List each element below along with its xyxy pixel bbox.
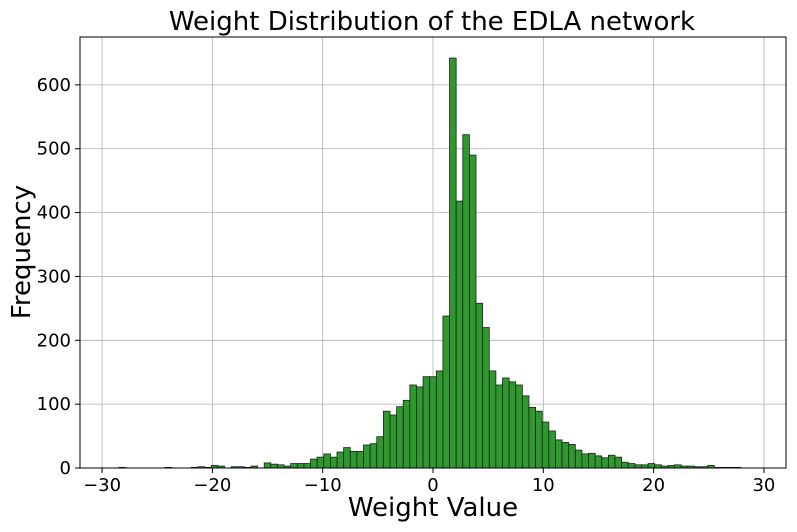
histogram-bar: [528, 406, 536, 469]
histogram-bar: [502, 377, 510, 469]
histogram-bar: [422, 376, 431, 469]
histogram-bar: [581, 453, 589, 469]
histogram-bar: [330, 456, 338, 469]
histogram-bar: [402, 399, 411, 469]
histogram-bar: [469, 154, 477, 469]
histogram-bar: [588, 452, 596, 469]
histogram-bar: [647, 463, 656, 469]
histogram-bar: [508, 381, 517, 469]
x-tick-label: −10: [304, 475, 342, 496]
histogram-bar: [548, 430, 556, 469]
histogram-bar: [614, 456, 623, 469]
x-tick-label: −30: [83, 475, 121, 496]
histogram-bar: [356, 450, 364, 469]
histogram-bar: [316, 456, 325, 469]
histogram-bar: [310, 458, 318, 469]
histogram-bar: [389, 414, 397, 469]
histogram-bar: [296, 463, 305, 469]
histogram-bar: [303, 463, 311, 469]
histogram-bar: [382, 410, 391, 469]
histogram-bar: [455, 200, 464, 469]
x-tick-label: 20: [642, 475, 665, 496]
histogram-bar: [462, 134, 470, 469]
histogram-bar: [601, 457, 609, 469]
histogram-bar: [323, 453, 331, 469]
x-tick-label: 0: [427, 475, 438, 496]
histogram-bar: [429, 376, 437, 469]
histogram-bars: [118, 57, 742, 469]
histogram-bar: [541, 421, 550, 469]
x-tick-label: 10: [532, 475, 555, 496]
histogram-bar: [336, 451, 345, 469]
y-tick-label: 100: [37, 394, 71, 415]
histogram-bar: [574, 449, 583, 469]
histogram-bar: [435, 370, 444, 469]
histogram-bar: [290, 463, 298, 469]
histogram-bar: [515, 384, 523, 469]
x-tick-label: 30: [752, 475, 775, 496]
histogram-bar: [449, 57, 457, 469]
x-axis-label: Weight Value: [348, 493, 518, 523]
histogram-bar: [482, 327, 490, 469]
histogram-bar: [561, 442, 570, 469]
histogram-bar: [409, 384, 417, 469]
histogram-bar: [521, 395, 530, 469]
histogram-bar: [594, 455, 603, 469]
histogram-bar: [621, 461, 629, 469]
histogram-bar: [627, 463, 636, 469]
grid-lines: [80, 37, 786, 469]
histogram-bar: [376, 436, 384, 469]
y-axis-label: Frequency: [7, 185, 37, 319]
y-tick-label: 600: [37, 75, 71, 96]
histogram-bar: [416, 386, 424, 469]
chart-title: Weight Distribution of the EDLA network: [169, 7, 695, 37]
histogram-bar: [488, 370, 497, 469]
histogram-bar: [343, 447, 351, 469]
histogram-bar: [442, 315, 450, 469]
histogram-bar: [349, 450, 358, 469]
histogram-bar: [535, 410, 543, 469]
histogram-bar: [363, 444, 371, 469]
y-tick-label: 500: [37, 139, 71, 160]
y-tick-label: 300: [37, 266, 71, 287]
histogram-bar: [263, 462, 272, 469]
histogram-bar: [270, 463, 278, 469]
histogram-bar: [607, 454, 616, 469]
histogram-bar: [369, 443, 378, 469]
histogram-bar: [495, 384, 503, 469]
histogram-bar: [555, 439, 563, 469]
y-tick-label: 200: [37, 330, 71, 351]
y-tick-label: 0: [60, 458, 71, 479]
histogram-bar: [396, 406, 404, 469]
histogram-bar: [475, 302, 484, 469]
y-tick-label: 400: [37, 203, 71, 224]
x-tick-label: −20: [193, 475, 231, 496]
histogram-bar: [568, 443, 576, 469]
